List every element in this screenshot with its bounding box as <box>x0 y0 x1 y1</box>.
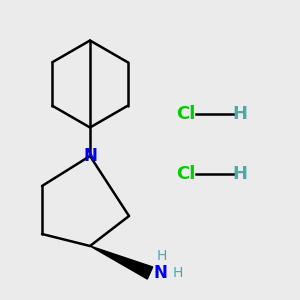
Text: H: H <box>232 165 247 183</box>
Text: N: N <box>154 264 167 282</box>
Polygon shape <box>90 246 153 279</box>
Text: Cl: Cl <box>176 105 196 123</box>
Text: H: H <box>157 250 167 263</box>
Text: Cl: Cl <box>176 165 196 183</box>
Text: H: H <box>173 266 183 280</box>
Text: N: N <box>83 147 97 165</box>
Text: H: H <box>232 105 247 123</box>
